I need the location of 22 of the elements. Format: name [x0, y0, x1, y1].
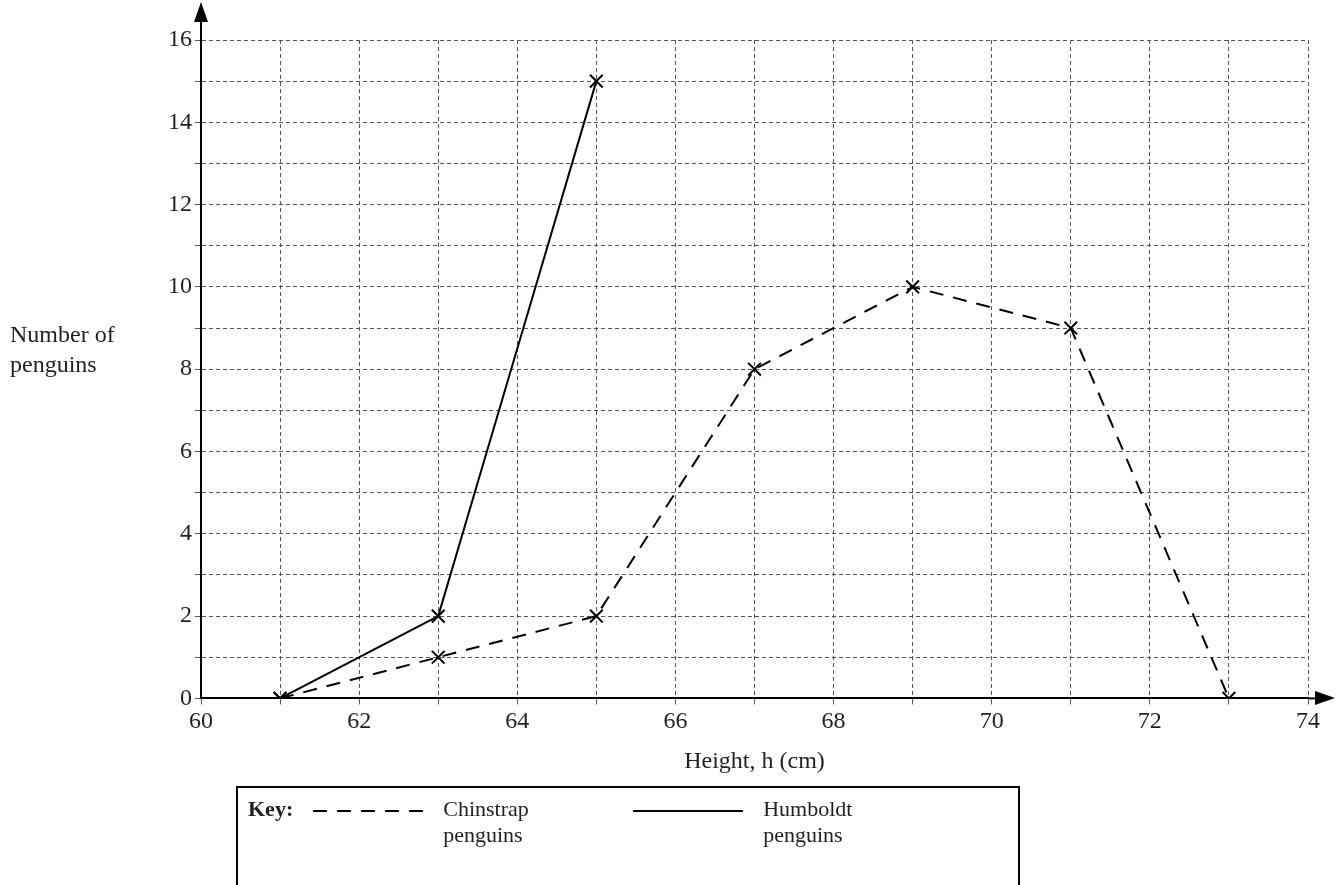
x-tick-label: 72	[1137, 707, 1162, 734]
y-tick-label: 14	[168, 107, 192, 134]
y-tick-label: 10	[168, 272, 192, 299]
y-tick-label: 8	[180, 354, 192, 381]
x-tick-label: 70	[979, 707, 1004, 734]
y-tick-label: 4	[180, 519, 192, 546]
y-axis-title: Number of penguins	[10, 321, 115, 378]
legend-title: Key:	[248, 796, 294, 822]
y-tick-label: 16	[168, 25, 192, 52]
x-axis-title: Height, h (cm)	[684, 746, 825, 773]
y-tick-label: 12	[168, 189, 192, 216]
y-tick-label: 0	[180, 683, 192, 710]
legend-label: Humboldt penguins	[763, 796, 854, 848]
y-tick-label: 2	[180, 601, 192, 628]
y-tick-label: 6	[180, 436, 192, 463]
x-tick-label: 64	[505, 707, 530, 734]
x-tick-label: 68	[821, 707, 846, 734]
legend-label: Chinstrap penguins	[443, 796, 530, 848]
x-tick-label: 74	[1296, 707, 1320, 734]
x-tick-label: 60	[189, 707, 213, 734]
x-tick-label: 62	[347, 707, 372, 734]
x-tick-label: 66	[663, 707, 688, 734]
